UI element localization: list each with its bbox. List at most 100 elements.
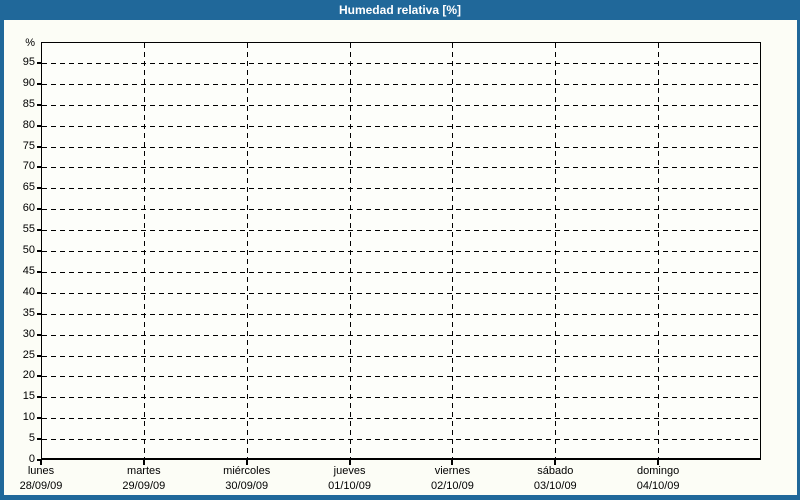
y-tick-mark-55 [37,229,41,232]
window-border-bottom [0,495,800,500]
window-border-right [797,20,800,500]
x-label-sábado: sábado 03/10/09 [503,464,607,494]
y-tick-label-70: 70 [22,160,35,173]
x-label-dayname: miércoles [223,465,271,477]
y-tick-label-85: 85 [22,97,35,110]
y-tick-mark-25 [37,354,41,357]
y-tick-label-15: 15 [22,390,35,403]
x-tick-mark-viernes [451,459,454,465]
y-tick-label-55: 55 [22,223,35,236]
x-label-dayname: sábado [537,465,574,477]
y-tick-label-95: 95 [22,55,35,68]
y-tick-label-65: 65 [22,181,35,194]
y-tick-label-90: 90 [22,76,35,89]
y-tick-label-30: 30 [22,327,35,340]
v-gridline-day-1 [143,43,145,458]
v-gridline-day-4 [452,43,454,458]
x-label-date: 29/09/09 [122,480,166,492]
h-gridline-70 [42,167,760,169]
y-tick-label-75: 75 [22,139,35,152]
x-tick-mark-miércoles [245,459,248,465]
h-gridline-85 [42,104,760,106]
y-axis-unit-label: % [25,37,35,49]
h-gridline-55 [42,230,760,232]
y-tick-mark-0 [37,459,41,461]
v-gridline-day-6 [658,43,660,458]
x-label-lunes: lunes 28/09/09 [0,464,93,494]
plot-area [41,42,761,460]
h-gridline-30 [42,334,760,336]
y-tick-label-5: 5 [28,432,35,445]
h-gridline-15 [42,397,760,399]
y-tick-mark-70 [37,166,41,169]
x-label-date: 01/10/09 [328,480,371,492]
x-label-dayname: lunes [27,465,55,477]
y-tick-mark-75 [37,145,41,148]
h-gridline-80 [42,125,760,127]
x-tick-mark-lunes [40,459,42,465]
chart-title-bar: Humedad relativa [%] [0,0,800,20]
h-gridline-40 [42,292,760,294]
h-gridline-60 [42,209,760,211]
y-tick-label-0: 0 [28,453,35,465]
h-gridline-90 [42,83,760,85]
y-tick-mark-90 [37,82,41,85]
h-gridline-45 [42,271,760,273]
h-gridline-5 [42,439,760,441]
y-tick-mark-15 [37,396,41,399]
window-border-left [0,20,4,500]
y-tick-label-80: 80 [22,118,35,131]
y-tick-mark-85 [37,103,41,106]
y-tick-mark-50 [37,250,41,252]
x-label-dayname: viernes [434,465,471,477]
x-label-miércoles: miércoles 30/09/09 [195,464,299,494]
x-label-martes: martes 29/09/09 [92,464,196,494]
y-tick-label-20: 20 [22,369,35,382]
h-gridline-20 [42,376,760,378]
v-gridline-day-5 [555,43,557,458]
x-label-date: 04/10/09 [636,480,680,492]
y-tick-label-50: 50 [22,244,35,256]
y-tick-label-10: 10 [22,411,35,424]
x-tick-mark-domingo [657,459,660,465]
y-tick-mark-95 [37,61,41,64]
x-label-viernes: viernes 02/10/09 [400,464,504,494]
x-label-jueves: jueves 01/10/09 [298,464,402,494]
y-tick-label-45: 45 [22,264,35,277]
v-gridline-day-3 [349,43,351,458]
x-label-dayname: jueves [333,465,366,477]
x-label-dayname: martes [127,465,161,477]
x-label-dayname: domingo [637,465,680,477]
x-label-date: 28/09/09 [19,480,63,492]
y-tick-mark-20 [37,375,41,378]
y-tick-mark-35 [37,312,41,315]
y-tick-mark-30 [37,333,41,336]
h-gridline-95 [42,62,760,64]
h-gridline-35 [42,313,760,315]
h-gridline-10 [42,418,760,420]
y-tick-mark-80 [37,124,41,127]
y-tick-label-40: 40 [22,285,35,298]
h-gridline-65 [42,188,760,190]
h-gridline-25 [42,355,760,357]
x-tick-mark-martes [142,459,145,465]
h-gridline-75 [42,146,760,148]
y-tick-mark-45 [37,270,41,273]
y-tick-mark-5 [37,438,41,441]
y-tick-mark-60 [37,208,41,211]
x-label-date: 30/09/09 [225,480,269,492]
x-label-domingo: domingo 04/10/09 [606,464,710,494]
x-label-date: 03/10/09 [533,480,577,492]
x-tick-mark-jueves [348,459,351,465]
h-gridline-50 [42,251,760,252]
x-label-date: 02/10/09 [431,480,474,492]
chart-title: Humedad relativa [%] [338,3,462,17]
y-tick-label-60: 60 [22,202,35,215]
v-gridline-day-2 [246,43,248,458]
x-tick-mark-sábado [554,459,557,465]
y-tick-label-25: 25 [22,348,35,361]
y-tick-mark-65 [37,187,41,190]
y-tick-mark-40 [37,291,41,294]
y-tick-mark-10 [37,417,41,420]
